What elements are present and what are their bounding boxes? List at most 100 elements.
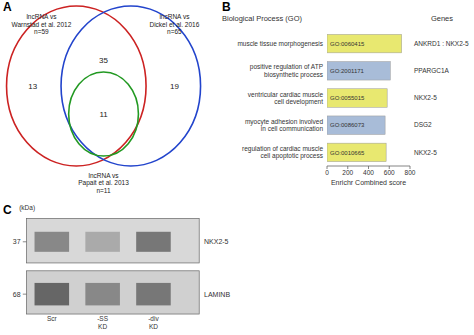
background — [0, 0, 474, 335]
text-line: NKX2-5 — [414, 94, 437, 101]
venn-set-label: lncRNA vsDickel et al. 2016n=65 — [149, 13, 199, 35]
go-id-label: GO:0010665 — [330, 150, 365, 156]
category-label: myocyte adhesion involvedin cell communi… — [245, 118, 323, 132]
venn-set — [7, 6, 147, 166]
text-line: Biological Process (GO) — [222, 14, 303, 23]
venn-panel: AlncRNA vsWarnstad et al. 2012n=59lncRNA… — [3, 0, 201, 194]
text-line: GO:2001171 — [330, 68, 365, 74]
text-line: PPARGC1A — [414, 67, 450, 74]
text-line: KD — [149, 323, 158, 330]
text-line: ANKRD1 : NKX2-5 — [414, 40, 469, 47]
text-line: GO:0060415 — [330, 41, 365, 47]
text-line: KD — [98, 323, 107, 330]
text-line: 600 — [384, 169, 395, 176]
venn-set — [69, 72, 139, 156]
x-tick-label: 200 — [342, 169, 353, 176]
lane-label: -SSKD — [97, 315, 109, 329]
text-line: in cell communication — [261, 125, 324, 132]
text-line: lncRNA vs — [26, 13, 57, 20]
x-tick-label: 800 — [405, 169, 416, 176]
text-line: biosynthetic process — [264, 71, 324, 79]
text-line: NKX2-5 — [414, 149, 437, 156]
text-line: cell apoptotic process — [260, 152, 323, 160]
bar — [327, 34, 402, 52]
blot-band — [85, 232, 120, 252]
blot-band — [35, 232, 70, 252]
go-id-label: GO:0060415 — [330, 41, 365, 47]
text-line: Warnstad et al. 2012 — [12, 21, 72, 28]
text-line: 68 — [13, 291, 21, 298]
kda-label: 37 — [13, 238, 21, 245]
column-header: Genes — [431, 14, 453, 23]
x-tick-label: 0 — [325, 169, 329, 176]
text-line: 35 — [99, 56, 108, 65]
gene-label: NKX2-5 — [414, 94, 437, 101]
gene-label: ANKRD1 : NKX2-5 — [414, 40, 469, 47]
text-line: LAMINB — [204, 291, 230, 298]
text-line: lncRNA vs — [89, 172, 120, 179]
text-line: GO:0086073 — [330, 122, 365, 128]
text-line: 200 — [342, 169, 353, 176]
text-line: -div — [148, 315, 159, 322]
kda-label: 68 — [13, 291, 21, 298]
text-line: 13 — [28, 82, 37, 91]
bar — [327, 143, 386, 161]
x-axis-label: Enrichr Combined score — [331, 179, 406, 186]
text-line: Enrichr Combined score — [331, 179, 406, 186]
venn-count: 19 — [170, 82, 179, 91]
go-id-label: GO:0055015 — [330, 95, 365, 101]
text-line: 0 — [325, 169, 329, 176]
lane-label: -divKD — [148, 315, 159, 329]
panel-label: C — [3, 203, 12, 217]
text-line: A — [3, 0, 12, 14]
figure: AlncRNA vsWarnstad et al. 2012n=59lncRNA… — [0, 0, 474, 335]
venn-count: 13 — [28, 82, 37, 91]
bars — [327, 34, 402, 161]
venn-count: 11 — [99, 110, 108, 119]
text-line: GO:0055015 — [330, 95, 365, 101]
category-label: muscle tissue morphogenesis — [237, 40, 323, 48]
text-line: (kDa) — [19, 204, 35, 212]
bar-panel: BBiological Process (GO) Genes GO:0060415 G… — [222, 0, 469, 186]
go-id-label: GO:2001171 — [330, 68, 365, 74]
category-label: ventricular cardiac musclecell developme… — [248, 91, 324, 106]
blot-box — [26, 271, 199, 314]
bar — [327, 89, 387, 107]
text-line: 11 — [99, 110, 108, 119]
bar — [327, 62, 390, 80]
blot-box — [26, 218, 199, 263]
venn-set-label: lncRNA vsPapait et al. 2013n=11 — [78, 172, 129, 194]
kda-tick — [23, 294, 27, 295]
text-line: lncRNA vs — [159, 13, 190, 20]
text-line: 400 — [363, 169, 374, 176]
venn-set — [61, 6, 201, 166]
text-line: Dickel et al. 2016 — [149, 21, 199, 28]
blot-band — [35, 283, 70, 305]
kda-tick — [23, 241, 27, 242]
venn-count: 35 — [99, 56, 108, 65]
gene-label: PPARGC1A — [414, 67, 450, 74]
gene-label: DSG2 — [414, 121, 432, 128]
category-label: positive regulation of ATPbiosynthetic p… — [250, 63, 324, 78]
text-line: ventricular cardiac muscle — [248, 91, 324, 98]
text-line: muscle tissue morphogenesis — [237, 40, 323, 48]
text-line: C — [3, 203, 12, 217]
venn-set-label: lncRNA vsWarnstad et al. 2012n=59 — [12, 13, 72, 35]
x-tick-label: 400 — [363, 169, 374, 176]
protein-label: LAMINB — [204, 291, 230, 298]
text-line: B — [222, 0, 231, 14]
text-line: n=11 — [96, 187, 111, 194]
blot-band — [85, 283, 120, 305]
x-tick-label: 600 — [384, 169, 395, 176]
text-line: NKX2-5 — [204, 238, 229, 245]
blot-band — [136, 232, 171, 252]
protein-label: NKX2-5 — [204, 238, 229, 245]
text-line: n=65 — [167, 28, 182, 35]
panel-label: B — [222, 0, 231, 14]
text-line: 37 — [13, 238, 21, 245]
blot-panel: C(kDa)37NKX2-568LAMINBScr-SSKD-divKD — [3, 203, 230, 330]
go-id-label: GO:0086073 — [330, 122, 365, 128]
text-line: n=59 — [34, 28, 49, 35]
column-header: Biological Process (GO) — [222, 14, 303, 23]
panel-label: A — [3, 0, 12, 14]
